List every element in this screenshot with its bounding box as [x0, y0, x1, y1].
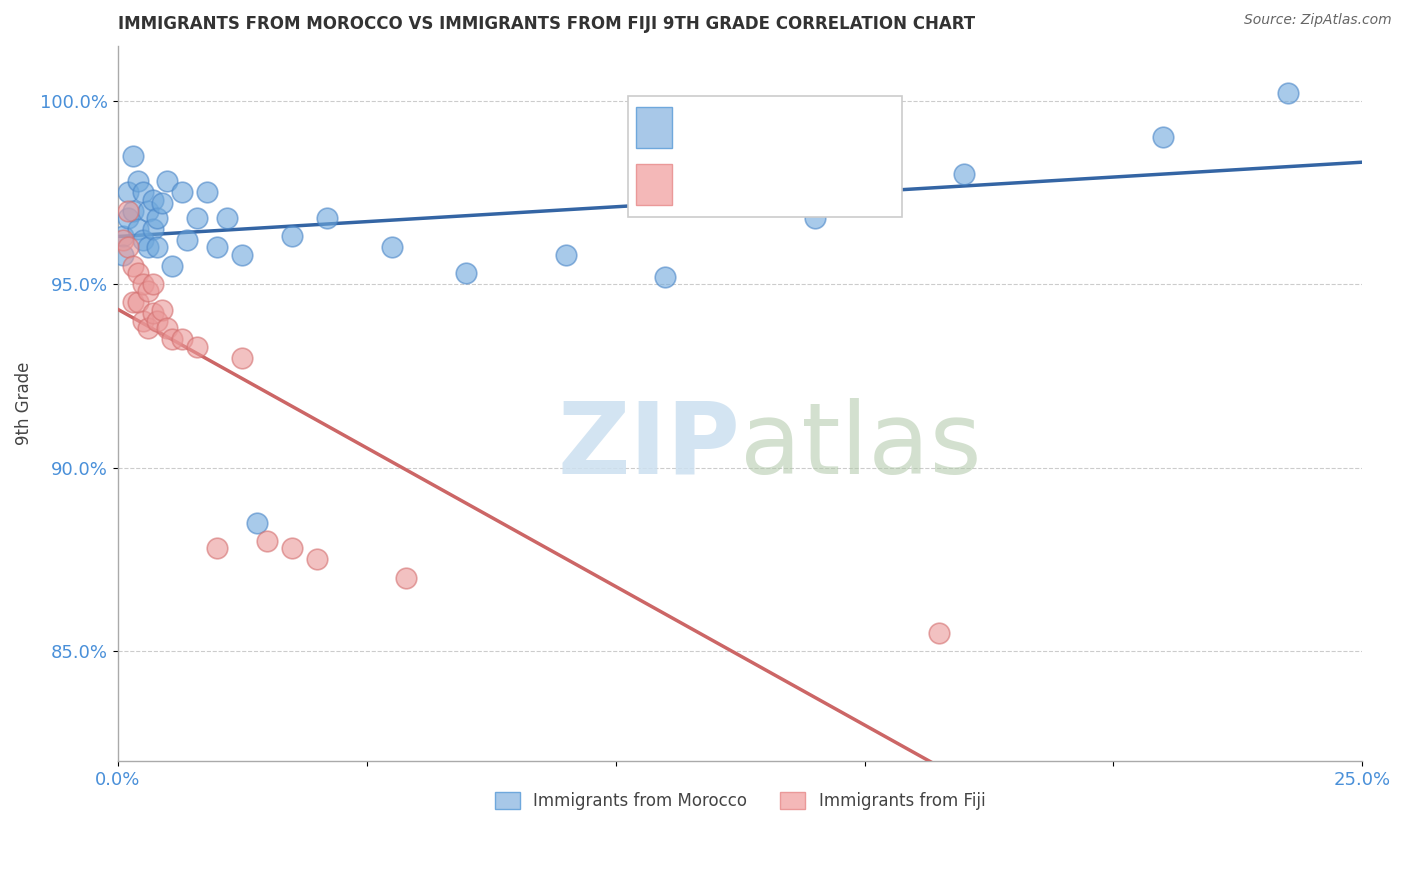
Point [395, 571, 418, 585]
Point [146, 314, 169, 328]
Point [186, 211, 208, 226]
Point [231, 248, 253, 262]
Point [1277, 87, 1299, 101]
Point [127, 174, 149, 188]
Point [195, 186, 218, 200]
Point [928, 625, 950, 640]
Point [146, 240, 169, 254]
Point [121, 149, 143, 163]
Point [127, 295, 149, 310]
Point [121, 295, 143, 310]
Point [456, 266, 478, 280]
Point [803, 211, 825, 226]
Point [246, 516, 269, 530]
Point [162, 332, 184, 346]
Point [256, 533, 278, 548]
Text: ZIP: ZIP [557, 398, 740, 495]
Point [231, 351, 253, 365]
Point [117, 186, 139, 200]
Point [1152, 130, 1174, 145]
Point [146, 211, 169, 226]
Point [131, 277, 153, 292]
Point [217, 211, 239, 226]
Point [207, 240, 229, 254]
Point [131, 186, 153, 200]
Point [152, 302, 174, 317]
Point [156, 174, 179, 188]
Point [127, 266, 149, 280]
Point [117, 211, 139, 226]
Point [172, 332, 194, 346]
Point [207, 541, 229, 556]
Point [654, 269, 676, 284]
Point [172, 186, 194, 200]
Point [121, 203, 143, 218]
Y-axis label: 9th Grade: 9th Grade [15, 361, 32, 445]
Point [127, 222, 149, 236]
Point [141, 306, 163, 320]
Point [136, 321, 159, 335]
Point [156, 321, 179, 335]
Point [176, 233, 198, 247]
Point [162, 259, 184, 273]
Point [152, 196, 174, 211]
Text: Source: ZipAtlas.com: Source: ZipAtlas.com [1244, 13, 1392, 28]
Point [136, 285, 159, 299]
Point [186, 339, 208, 353]
Text: IMMIGRANTS FROM MOROCCO VS IMMIGRANTS FROM FIJI 9TH GRADE CORRELATION CHART: IMMIGRANTS FROM MOROCCO VS IMMIGRANTS FR… [118, 15, 974, 33]
Text: atlas: atlas [740, 398, 981, 495]
Point [131, 314, 153, 328]
Point [136, 240, 159, 254]
Point [315, 211, 337, 226]
Point [141, 277, 163, 292]
Point [111, 248, 134, 262]
Point [953, 167, 976, 181]
Legend: Immigrants from Morocco, Immigrants from Fiji: Immigrants from Morocco, Immigrants from… [488, 786, 993, 817]
Point [131, 233, 153, 247]
Point [305, 552, 328, 566]
Point [141, 222, 163, 236]
Point [117, 240, 139, 254]
Point [380, 240, 402, 254]
Point [141, 193, 163, 207]
Point [281, 229, 304, 244]
Point [136, 203, 159, 218]
Point [121, 259, 143, 273]
Point [281, 541, 304, 556]
Point [111, 229, 134, 244]
Point [111, 233, 134, 247]
Point [117, 203, 139, 218]
Point [554, 248, 576, 262]
